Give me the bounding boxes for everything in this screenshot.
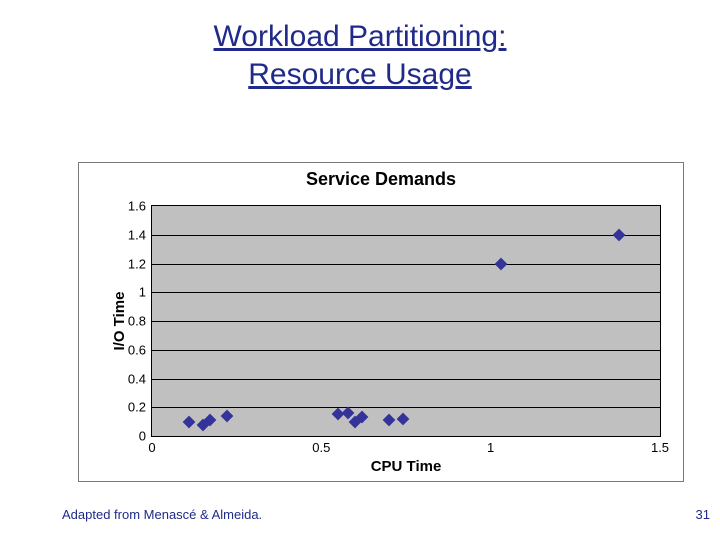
y-tick-label: 1.4 (128, 227, 146, 242)
y-tick-label: 0.6 (128, 342, 146, 357)
y-axis-label: I/O Time (111, 292, 128, 351)
y-tick-label: 0.4 (128, 371, 146, 386)
x-axis-label: CPU Time (371, 458, 442, 475)
y-tick-label: 1 (139, 285, 146, 300)
data-point (220, 410, 233, 423)
gridline-y (152, 350, 660, 351)
y-tick-label: 1.2 (128, 256, 146, 271)
gridline-y (152, 292, 660, 293)
x-tick-label: 0.5 (312, 440, 330, 455)
slide-title: Workload Partitioning: Resource Usage (0, 0, 720, 93)
gridline-y (152, 264, 660, 265)
y-tick-label: 0.2 (128, 400, 146, 415)
y-tick-label: 1.6 (128, 199, 146, 214)
gridline-y (152, 379, 660, 380)
footer-page-number: 31 (696, 507, 710, 522)
data-point (183, 415, 196, 428)
chart-title: Service Demands (79, 163, 683, 190)
data-point (383, 414, 396, 427)
x-tick-label: 1 (487, 440, 494, 455)
chart-container: Service Demands I/O Time CPU Time 00.20.… (78, 162, 684, 482)
x-tick-label: 0 (148, 440, 155, 455)
x-tick-label: 1.5 (651, 440, 669, 455)
slide-title-line1: Workload Partitioning: (0, 18, 720, 56)
data-point (494, 257, 507, 270)
data-point (396, 412, 409, 425)
plot-area: I/O Time CPU Time 00.20.40.60.811.21.41.… (151, 205, 661, 437)
slide: Workload Partitioning: Resource Usage Se… (0, 0, 720, 540)
gridline-y (152, 235, 660, 236)
footer-attribution: Adapted from Menascé & Almeida. (62, 507, 262, 522)
gridline-y (152, 321, 660, 322)
y-tick-label: 0.8 (128, 314, 146, 329)
gridline-y (152, 407, 660, 408)
y-tick-label: 0 (139, 429, 146, 444)
slide-title-line2: Resource Usage (0, 56, 720, 94)
data-point (613, 228, 626, 241)
